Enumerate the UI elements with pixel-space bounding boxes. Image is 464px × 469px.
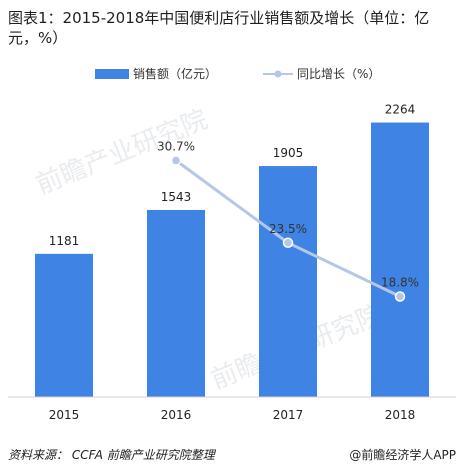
chart-title: 图表1：2015-2018年中国便利店行业销售额及增长（单位：亿元，%） bbox=[8, 9, 430, 47]
legend-label-line: 同比增长（%） bbox=[297, 67, 380, 81]
bar-2018 bbox=[371, 122, 429, 397]
legend-swatch-bars bbox=[95, 69, 129, 79]
growth-value-label: 23.5% bbox=[269, 222, 307, 236]
growth-point bbox=[394, 291, 406, 302]
bar-value-label: 1543 bbox=[161, 190, 192, 204]
x-tick-label: 2018 bbox=[385, 408, 416, 422]
bar-value-label: 1905 bbox=[273, 146, 304, 160]
growth-value-label: 18.8% bbox=[381, 275, 419, 289]
growth-value-label: 30.7% bbox=[157, 140, 195, 154]
brand-label: @前瞻经济学人APP bbox=[349, 448, 456, 462]
x-axis-ticks: 2015 2016 2017 2018 bbox=[49, 408, 416, 422]
bar-value-label: 1181 bbox=[49, 234, 80, 248]
bar-2017 bbox=[259, 166, 317, 397]
growth-point bbox=[282, 237, 294, 249]
line-series: 30.7% 23.5% 18.8% bbox=[157, 140, 419, 302]
bar-value-label: 2264 bbox=[385, 103, 416, 117]
x-tick-label: 2016 bbox=[161, 408, 192, 422]
growth-point bbox=[170, 155, 182, 166]
legend-label-bars: 销售额（亿元） bbox=[133, 66, 217, 81]
x-tick-label: 2017 bbox=[273, 408, 304, 422]
legend-marker-line bbox=[274, 70, 282, 78]
source-note: 资料来源： CCFA 前瞻产业研究院整理 bbox=[8, 448, 215, 462]
bar-2015 bbox=[35, 253, 93, 397]
bar-series: 1181 1543 1905 2264 bbox=[35, 103, 429, 397]
legend: 销售额（亿元） 同比增长（%） bbox=[95, 66, 380, 81]
bar-2016 bbox=[147, 209, 205, 397]
x-tick-label: 2015 bbox=[49, 408, 80, 422]
